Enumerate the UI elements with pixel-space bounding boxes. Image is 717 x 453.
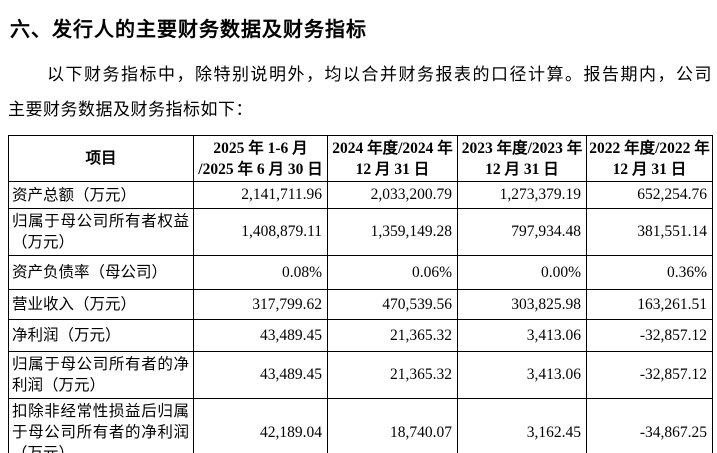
- row-value: 1,408,879.11: [193, 208, 328, 256]
- row-value: 3,413.06: [457, 351, 587, 399]
- row-value: 18,740.07: [327, 398, 458, 453]
- row-label: 净利润（万元）: [8, 319, 194, 352]
- table-row-debt-ratio: 资产负债率（母公司） 0.08% 0.06% 0.00% 0.36%: [8, 255, 713, 290]
- row-value: 21,365.32: [327, 319, 458, 352]
- row-label: 资产总额（万元）: [8, 181, 194, 209]
- row-value: 42,189.04: [193, 398, 328, 453]
- row-value: 43,489.45: [193, 351, 328, 399]
- intro-paragraph: 以下财务指标中，除特别说明外，均以合并财务报表的口径计算。报告期内，公司 主要财…: [8, 57, 712, 127]
- row-value: 163,261.51: [586, 289, 713, 320]
- row-value: -32,857.12: [586, 319, 713, 352]
- header-cell-period-2024: 2024 年度/2024 年 12 月 31 日: [327, 135, 458, 182]
- row-value: -32,857.12: [586, 351, 713, 399]
- row-value: 3,413.06: [457, 319, 587, 352]
- row-label: 扣除非经常性损益后归属于母公司所有者的净利润（万元）: [8, 398, 194, 453]
- header-cell-period-2025: 2025 年 1-6 月 /2025 年 6 月 30 日: [193, 135, 328, 182]
- header-period-2025-line2: /2025 年 6 月 30 日: [198, 160, 323, 178]
- header-period-2022-line2: 12 月 31 日: [612, 160, 687, 178]
- header-cell-period-2023: 2023 年度/2023 年 12 月 31 日: [457, 135, 587, 182]
- row-value: 3,162.45: [457, 398, 587, 453]
- row-label: 资产负债率（母公司）: [8, 255, 194, 290]
- row-label: 归属于母公司所有者权益（万元）: [8, 208, 194, 256]
- intro-line-2: 主要财务数据及财务指标如下：: [8, 100, 253, 119]
- row-label: 营业收入（万元）: [8, 289, 194, 320]
- row-value: 652,254.76: [586, 181, 713, 209]
- row-value: 303,825.98: [457, 289, 587, 320]
- row-value: -34,867.25: [586, 398, 713, 453]
- row-value: 797,934.48: [457, 208, 587, 256]
- table-row-net-profit: 净利润（万元） 43,489.45 21,365.32 3,413.06 -32…: [8, 319, 713, 352]
- row-value: 43,489.45: [193, 319, 328, 352]
- row-value: 317,799.62: [193, 289, 328, 320]
- row-value: 1,359,149.28: [327, 208, 458, 256]
- section-title: 六、发行人的主要财务数据及财务指标: [10, 19, 367, 41]
- row-value: 0.00%: [457, 255, 587, 290]
- header-cell-item: 项目: [8, 135, 194, 182]
- row-label: 归属于母公司所有者的净利润（万元）: [8, 351, 194, 399]
- row-value: 2,033,200.79: [327, 181, 458, 209]
- header-period-2023-line1: 2023 年度/2023 年: [461, 139, 583, 157]
- table-row-revenue: 营业收入（万元） 317,799.62 470,539.56 303,825.9…: [8, 289, 713, 320]
- row-value: 1,273,379.19: [457, 181, 587, 209]
- row-value: 21,365.32: [327, 351, 458, 399]
- row-value: 0.08%: [193, 255, 328, 290]
- financial-table: 项目 2025 年 1-6 月 /2025 年 6 月 30 日 2024 年度…: [8, 135, 713, 453]
- header-period-2022-line1: 2022 年度/2022 年: [589, 139, 710, 157]
- row-value: 2,141,711.96: [193, 181, 328, 209]
- header-period-2024-line2: 12 月 31 日: [355, 160, 430, 178]
- row-value: 470,539.56: [327, 289, 458, 320]
- row-value: 0.06%: [327, 255, 458, 290]
- table-row-total-assets: 资产总额（万元） 2,141,711.96 2,033,200.79 1,273…: [8, 181, 713, 209]
- header-cell-period-2022: 2022 年度/2022 年 12 月 31 日: [586, 135, 713, 182]
- header-period-2025-line1: 2025 年 1-6 月: [213, 139, 308, 157]
- table-row-parent-equity: 归属于母公司所有者权益（万元） 1,408,879.11 1,359,149.2…: [8, 208, 713, 256]
- header-period-2024-line1: 2024 年度/2024 年: [332, 139, 453, 157]
- header-period-2023-line2: 12 月 31 日: [485, 160, 559, 178]
- financial-table-container: 项目 2025 年 1-6 月 /2025 年 6 月 30 日 2024 年度…: [8, 135, 713, 453]
- row-value: 381,551.14: [586, 208, 713, 256]
- table-row-net-profit-deducted: 扣除非经常性损益后归属于母公司所有者的净利润（万元） 42,189.04 18,…: [8, 398, 713, 453]
- table-row-net-profit-parent: 归属于母公司所有者的净利润（万元） 43,489.45 21,365.32 3,…: [8, 351, 713, 399]
- table-header-row: 项目 2025 年 1-6 月 /2025 年 6 月 30 日 2024 年度…: [8, 135, 713, 182]
- intro-line-1: 以下财务指标中，除特别说明外，均以合并财务报表的口径计算。报告期内，公司: [47, 65, 712, 84]
- row-value: 0.36%: [586, 255, 713, 290]
